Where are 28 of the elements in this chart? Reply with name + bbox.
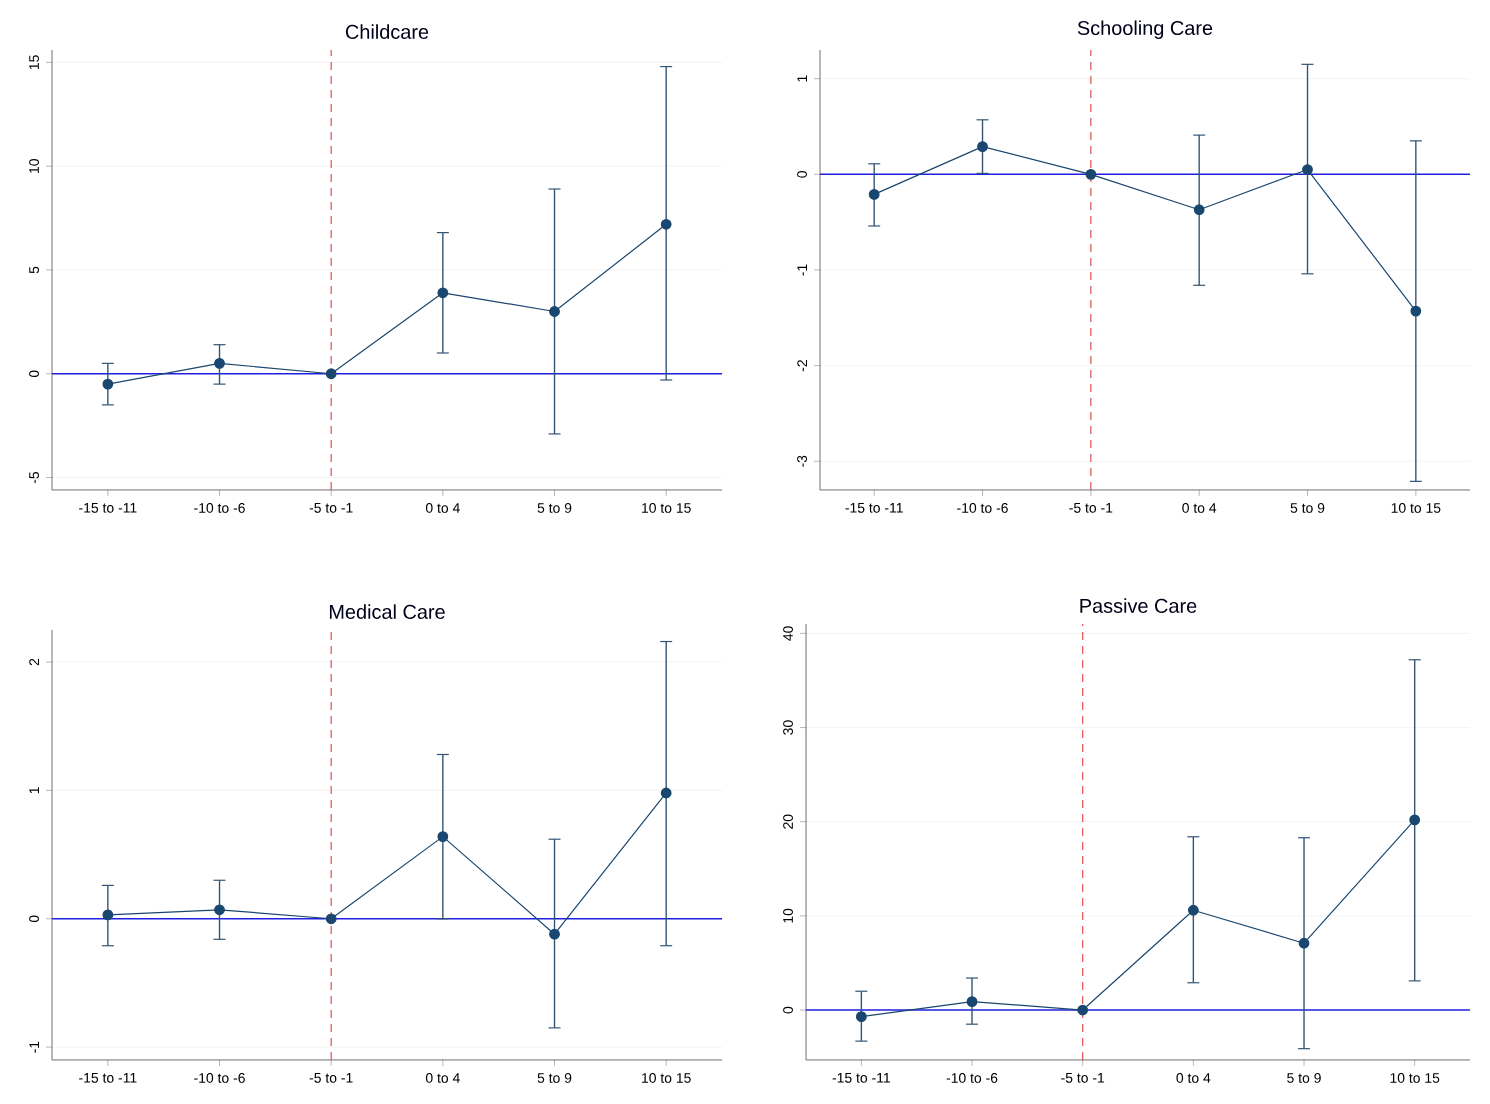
point	[868, 189, 880, 200]
point	[437, 831, 449, 843]
point	[1077, 1004, 1089, 1016]
point	[1302, 164, 1313, 175]
point	[1193, 204, 1205, 216]
point	[214, 904, 225, 916]
point	[660, 787, 672, 799]
point	[966, 996, 978, 1007]
point	[102, 909, 114, 921]
point	[1298, 937, 1310, 949]
point	[549, 306, 560, 317]
point	[437, 287, 449, 299]
point	[325, 913, 337, 925]
point	[660, 218, 672, 230]
point	[1187, 904, 1199, 916]
point	[1410, 305, 1422, 317]
chart-title: Passive Care	[1080, 598, 1197, 613]
point	[855, 1011, 867, 1023]
point	[1085, 168, 1097, 180]
point	[102, 378, 114, 390]
chart-title: Schooling Care	[1077, 20, 1213, 39]
point	[549, 928, 560, 940]
point	[1409, 814, 1421, 826]
point	[325, 368, 337, 380]
point	[977, 141, 988, 152]
point	[214, 357, 225, 369]
chart-title: Medical Care	[329, 604, 445, 619]
chart-title: Childcare	[345, 24, 429, 39]
